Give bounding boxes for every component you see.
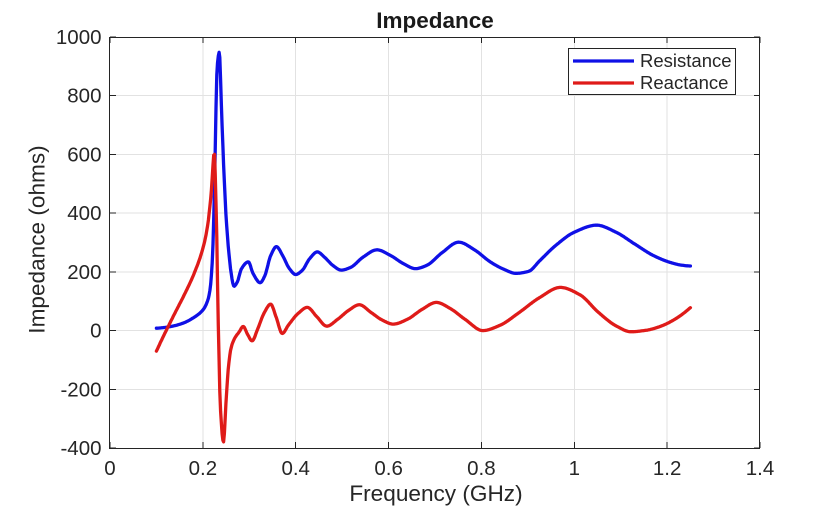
svg-text:0.6: 0.6	[374, 457, 403, 480]
svg-text:800: 800	[67, 85, 101, 108]
svg-text:Reactance: Reactance	[640, 72, 728, 93]
svg-text:-200: -200	[60, 378, 101, 401]
svg-text:Impedance (ohms): Impedance (ohms)	[25, 145, 50, 333]
svg-text:1.2: 1.2	[653, 457, 682, 480]
svg-text:0: 0	[90, 320, 101, 343]
svg-text:Frequency (GHz): Frequency (GHz)	[349, 481, 522, 506]
svg-text:0: 0	[104, 457, 115, 480]
svg-text:0.2: 0.2	[189, 457, 218, 480]
svg-text:Resistance: Resistance	[640, 50, 732, 71]
svg-text:200: 200	[67, 261, 101, 284]
svg-text:400: 400	[67, 202, 101, 225]
svg-text:0.8: 0.8	[467, 457, 496, 480]
svg-text:-400: -400	[60, 437, 101, 460]
svg-text:Impedance: Impedance	[376, 8, 494, 33]
svg-text:1: 1	[569, 457, 580, 480]
svg-text:1000: 1000	[56, 26, 102, 49]
svg-text:1.4: 1.4	[746, 457, 775, 480]
svg-text:600: 600	[67, 143, 101, 166]
svg-text:0.4: 0.4	[281, 457, 310, 480]
